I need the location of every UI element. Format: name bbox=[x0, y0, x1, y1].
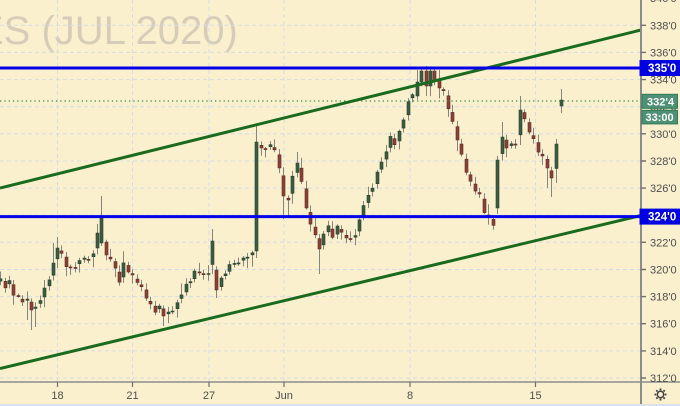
svg-text:320'0: 320'0 bbox=[650, 265, 677, 277]
svg-text:335'0: 335'0 bbox=[648, 63, 676, 75]
svg-text:15: 15 bbox=[529, 390, 541, 402]
svg-text:328'0: 328'0 bbox=[650, 156, 677, 168]
svg-text:326'0: 326'0 bbox=[650, 183, 677, 195]
svg-text:33:00: 33:00 bbox=[646, 112, 674, 124]
svg-text:334'0: 334'0 bbox=[650, 75, 677, 87]
svg-text:330'0: 330'0 bbox=[650, 129, 677, 141]
svg-text:322'0: 322'0 bbox=[650, 237, 677, 249]
svg-text:ES (JUL 2020): ES (JUL 2020) bbox=[0, 9, 238, 53]
svg-text:Jun: Jun bbox=[275, 390, 293, 402]
svg-text:316'0: 316'0 bbox=[650, 319, 677, 331]
svg-text:312'0: 312'0 bbox=[650, 373, 677, 385]
svg-text:332'4: 332'4 bbox=[647, 96, 675, 108]
svg-text:336'0: 336'0 bbox=[650, 47, 677, 59]
svg-text:21: 21 bbox=[126, 390, 138, 402]
svg-text:338'0: 338'0 bbox=[650, 20, 677, 32]
svg-text:18: 18 bbox=[51, 390, 63, 402]
svg-text:318'0: 318'0 bbox=[650, 292, 677, 304]
svg-text:340'0: 340'0 bbox=[650, 0, 677, 5]
svg-text:8: 8 bbox=[407, 390, 413, 402]
svg-text:27: 27 bbox=[203, 390, 215, 402]
svg-text:324'0: 324'0 bbox=[648, 212, 676, 224]
svg-text:314'0: 314'0 bbox=[650, 346, 677, 358]
